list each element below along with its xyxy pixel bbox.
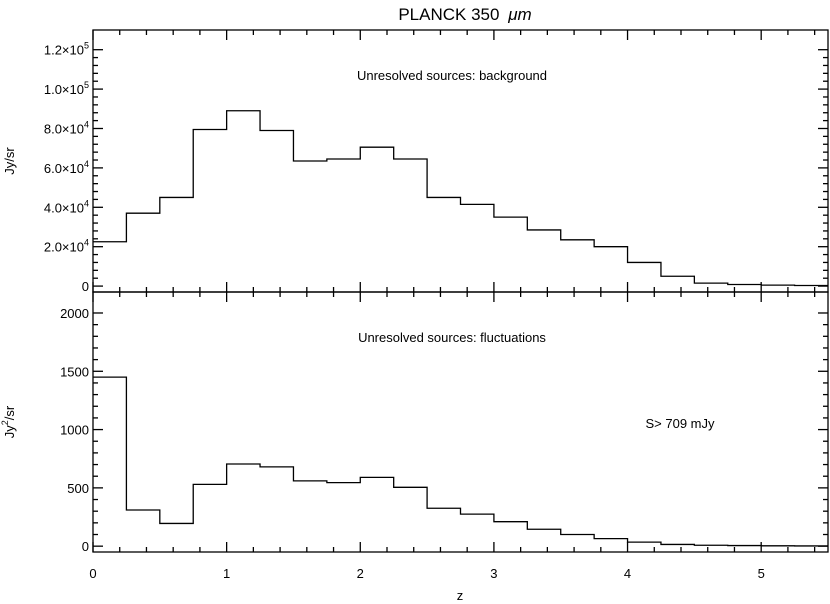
top-ytick-exponent: 5 <box>84 80 89 90</box>
top-ytick-label: 4.0×104 <box>44 198 89 215</box>
bottom-ylabel-exp: 2 <box>0 420 10 425</box>
xtick-label: 3 <box>490 566 497 581</box>
chart-title-main: PLANCK 350 <box>398 5 499 24</box>
top-ytick-label: 1.0×105 <box>44 80 89 97</box>
xtick-label: 5 <box>758 566 765 581</box>
xtick-label: 1 <box>223 566 230 581</box>
top-ytick-label: 2.0×104 <box>44 238 89 255</box>
tick-labels: 02.0×1044.0×1046.0×1048.0×1041.0×1051.2×… <box>44 41 765 581</box>
top-ytick-mantissa: 2.0×10 <box>44 240 84 255</box>
bottom-ytick-mantissa: 500 <box>67 481 89 496</box>
bottom-histogram-series <box>93 376 828 547</box>
bottom-ylabel: Jy2/sr <box>0 405 17 438</box>
bottom-panel-frame <box>92 291 829 553</box>
bottom-ytick-label: 500 <box>67 481 89 496</box>
bottom-ytick-mantissa: 0 <box>82 539 89 554</box>
xtick-label: 0 <box>89 566 96 581</box>
top-ytick-mantissa: 6.0×10 <box>44 161 84 176</box>
top-ytick-exponent: 4 <box>84 119 89 129</box>
top-histogram-series <box>93 110 828 287</box>
top-ytick-mantissa: 8.0×10 <box>44 121 84 136</box>
chart-title: PLANCK 350 μm <box>398 5 531 24</box>
bottom-ytick-label: 1500 <box>60 364 89 379</box>
xtick-label: 2 <box>357 566 364 581</box>
bottom-annotation: Unresolved sources: fluctuations <box>358 330 546 345</box>
flux-cut-annotation: S> 709 mJy <box>645 416 715 431</box>
bottom-ytick-label: 1000 <box>60 423 89 438</box>
x-axis-label: z <box>457 588 464 603</box>
bottom-ytick-label: 0 <box>82 539 89 554</box>
top-ytick-label: 8.0×104 <box>44 119 89 136</box>
top-ytick-exponent: 4 <box>84 198 89 208</box>
bottom-ylabel-main: Jy <box>2 425 17 439</box>
bottom-ytick-mantissa: 1500 <box>60 364 89 379</box>
top-ytick-label: 1.2×105 <box>44 41 89 58</box>
xtick-label: 4 <box>624 566 631 581</box>
top-annotation: Unresolved sources: background <box>357 68 547 83</box>
bottom-ytick-mantissa: 1000 <box>60 423 89 438</box>
series-lines <box>93 110 828 547</box>
top-ytick-exponent: 4 <box>84 238 89 248</box>
chart-title-unit: μm <box>507 5 531 24</box>
top-ytick-mantissa: 1.2×10 <box>44 43 84 58</box>
top-ylabel: Jy/sr <box>2 147 17 175</box>
bottom-ylabel-tail: /sr <box>2 405 17 420</box>
bottom-ytick-label: 2000 <box>60 306 89 321</box>
bottom-ytick-mantissa: 2000 <box>60 306 89 321</box>
top-ytick-exponent: 5 <box>84 41 89 51</box>
top-ytick-label: 6.0×104 <box>44 159 89 176</box>
top-ytick-exponent: 4 <box>84 159 89 169</box>
top-ytick-mantissa: 4.0×10 <box>44 200 84 215</box>
top-ytick-mantissa: 1.0×10 <box>44 82 84 97</box>
tick-marks <box>92 30 828 552</box>
top-ytick-mantissa: 0 <box>82 279 89 294</box>
top-ytick-label: 0 <box>82 279 89 294</box>
